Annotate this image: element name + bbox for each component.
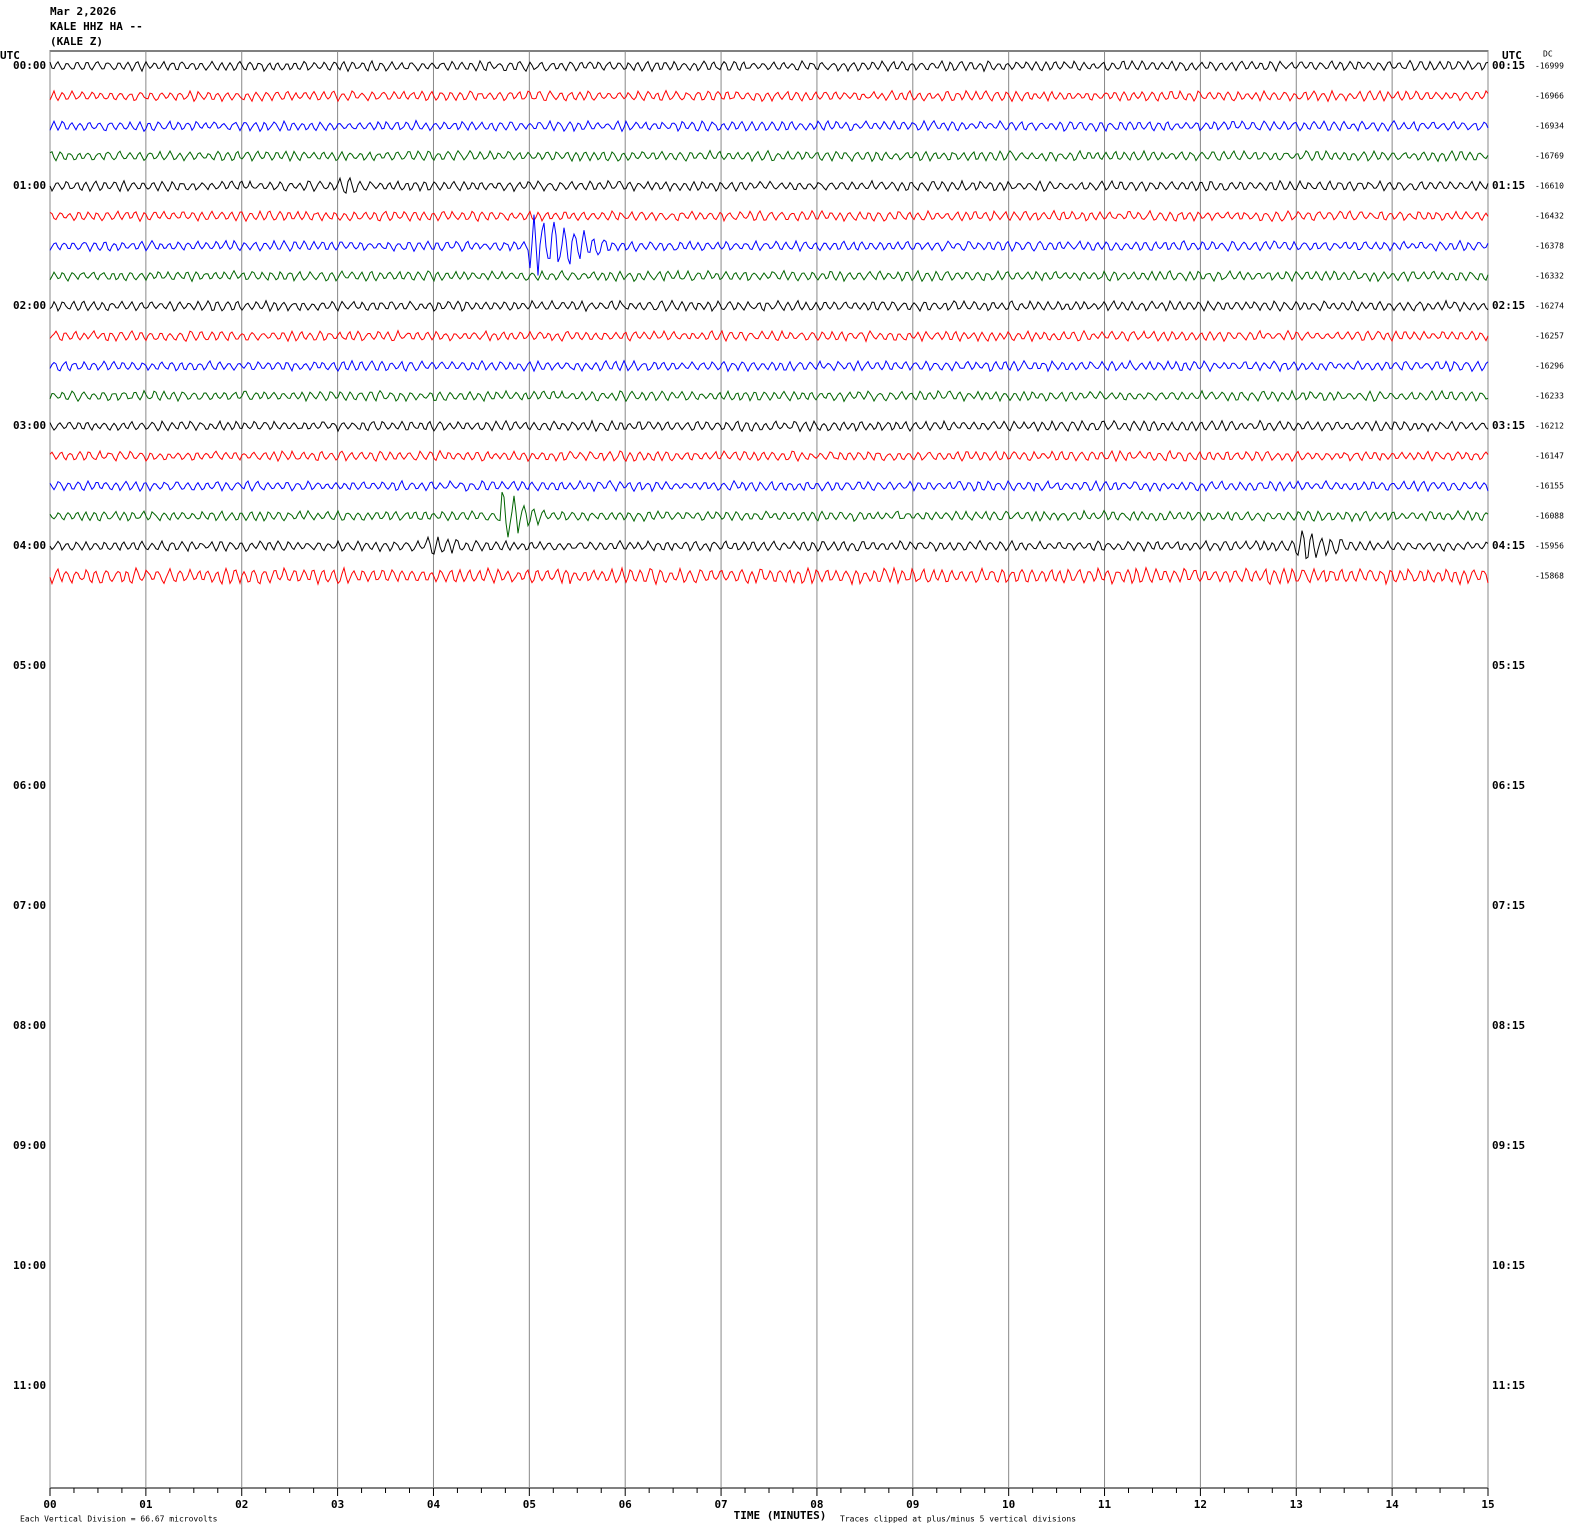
- left-time-label: 08:00: [13, 1019, 46, 1032]
- scale-note: Each Vertical Division = 66.67 microvolt…: [20, 1515, 218, 1524]
- right-time-label: 03:15: [1492, 419, 1525, 432]
- channel: KALE HHZ HA --: [50, 20, 143, 33]
- trace: [49, 149, 1489, 163]
- x-tick-label: 06: [619, 1498, 633, 1511]
- dc-value: -16155: [1535, 482, 1564, 491]
- dc-value: -16332: [1535, 272, 1564, 281]
- date: Mar 2,2026: [50, 5, 117, 18]
- x-tick-label: 07: [714, 1498, 727, 1511]
- trace: [49, 119, 1489, 133]
- right-time-label: 00:15: [1492, 59, 1525, 72]
- x-tick-label: 00: [43, 1498, 56, 1511]
- left-time-label: 00:00: [13, 59, 46, 72]
- dc-value: -15868: [1535, 572, 1564, 581]
- x-tick-label: 10: [1002, 1498, 1015, 1511]
- trace: [49, 214, 1489, 276]
- trace: [49, 419, 1489, 433]
- left-time-label: 04:00: [13, 539, 46, 552]
- dc-value: -15956: [1535, 542, 1564, 551]
- dc-value: -16296: [1535, 362, 1564, 371]
- right-time-label: 02:15: [1492, 299, 1525, 312]
- x-tick-label: 01: [139, 1498, 153, 1511]
- x-tick-label: 12: [1194, 1498, 1207, 1511]
- x-tick-label: 09: [906, 1498, 919, 1511]
- x-axis-label: TIME (MINUTES): [734, 1509, 827, 1522]
- dc-value: -16088: [1535, 512, 1564, 521]
- left-time-label: 05:00: [13, 659, 46, 672]
- right-time-label: 07:15: [1492, 899, 1525, 912]
- left-time-label: 01:00: [13, 179, 46, 192]
- station: (KALE Z): [50, 35, 103, 48]
- right-time-label: 05:15: [1492, 659, 1525, 672]
- trace: [49, 530, 1489, 560]
- right-axis-label: UTC: [1502, 49, 1522, 62]
- x-tick-label: 11: [1098, 1498, 1112, 1511]
- x-tick-label: 14: [1386, 1498, 1400, 1511]
- trace: [49, 449, 1489, 463]
- right-time-label: 06:15: [1492, 779, 1525, 792]
- x-tick-label: 02: [235, 1498, 248, 1511]
- trace: [49, 491, 1489, 538]
- trace: [49, 176, 1489, 194]
- x-tick-label: 03: [331, 1498, 344, 1511]
- dc-value: -16233: [1535, 392, 1564, 401]
- dc-value: -16212: [1535, 422, 1564, 431]
- left-time-label: 03:00: [13, 419, 46, 432]
- right-time-label: 01:15: [1492, 179, 1525, 192]
- left-axis-label: UTC: [0, 49, 20, 62]
- left-time-label: 06:00: [13, 779, 46, 792]
- trace: [49, 269, 1489, 283]
- trace: [49, 479, 1489, 493]
- left-time-label: 02:00: [13, 299, 46, 312]
- right-time-label: 11:15: [1492, 1379, 1525, 1392]
- left-time-label: 07:00: [13, 899, 46, 912]
- trace: [49, 209, 1489, 223]
- trace: [49, 566, 1489, 586]
- dc-value: -16610: [1535, 182, 1564, 191]
- dc-value: -16257: [1535, 332, 1564, 341]
- trace: [49, 359, 1489, 373]
- x-tick-label: 05: [523, 1498, 536, 1511]
- trace: [49, 89, 1489, 103]
- left-time-label: 10:00: [13, 1259, 46, 1272]
- dc-value: -16147: [1535, 452, 1564, 461]
- right-time-label: 04:15: [1492, 539, 1525, 552]
- left-time-label: 09:00: [13, 1139, 46, 1152]
- dc-value: -16274: [1535, 302, 1564, 311]
- dc-value: -16432: [1535, 212, 1564, 221]
- dc-value: -16769: [1535, 152, 1564, 161]
- x-tick-label: 15: [1481, 1498, 1494, 1511]
- dc-label: DC: [1543, 50, 1553, 59]
- x-tick-label: 04: [427, 1498, 441, 1511]
- dc-value: -16378: [1535, 242, 1564, 251]
- right-time-label: 10:15: [1492, 1259, 1525, 1272]
- dc-value: -16999: [1535, 62, 1564, 71]
- plot-frame: [49, 50, 1489, 1489]
- trace: [49, 299, 1489, 313]
- trace: [49, 329, 1489, 343]
- right-time-label: 09:15: [1492, 1139, 1525, 1152]
- trace: [49, 59, 1489, 73]
- trace: [49, 389, 1489, 403]
- right-time-label: 08:15: [1492, 1019, 1525, 1032]
- dc-value: -16966: [1535, 92, 1564, 101]
- clip-note: Traces clipped at plus/minus 5 vertical …: [840, 1515, 1076, 1524]
- x-tick-label: 08: [810, 1498, 823, 1511]
- x-tick-label: 13: [1290, 1498, 1303, 1511]
- left-time-label: 11:00: [13, 1379, 46, 1392]
- dc-value: -16934: [1535, 122, 1564, 131]
